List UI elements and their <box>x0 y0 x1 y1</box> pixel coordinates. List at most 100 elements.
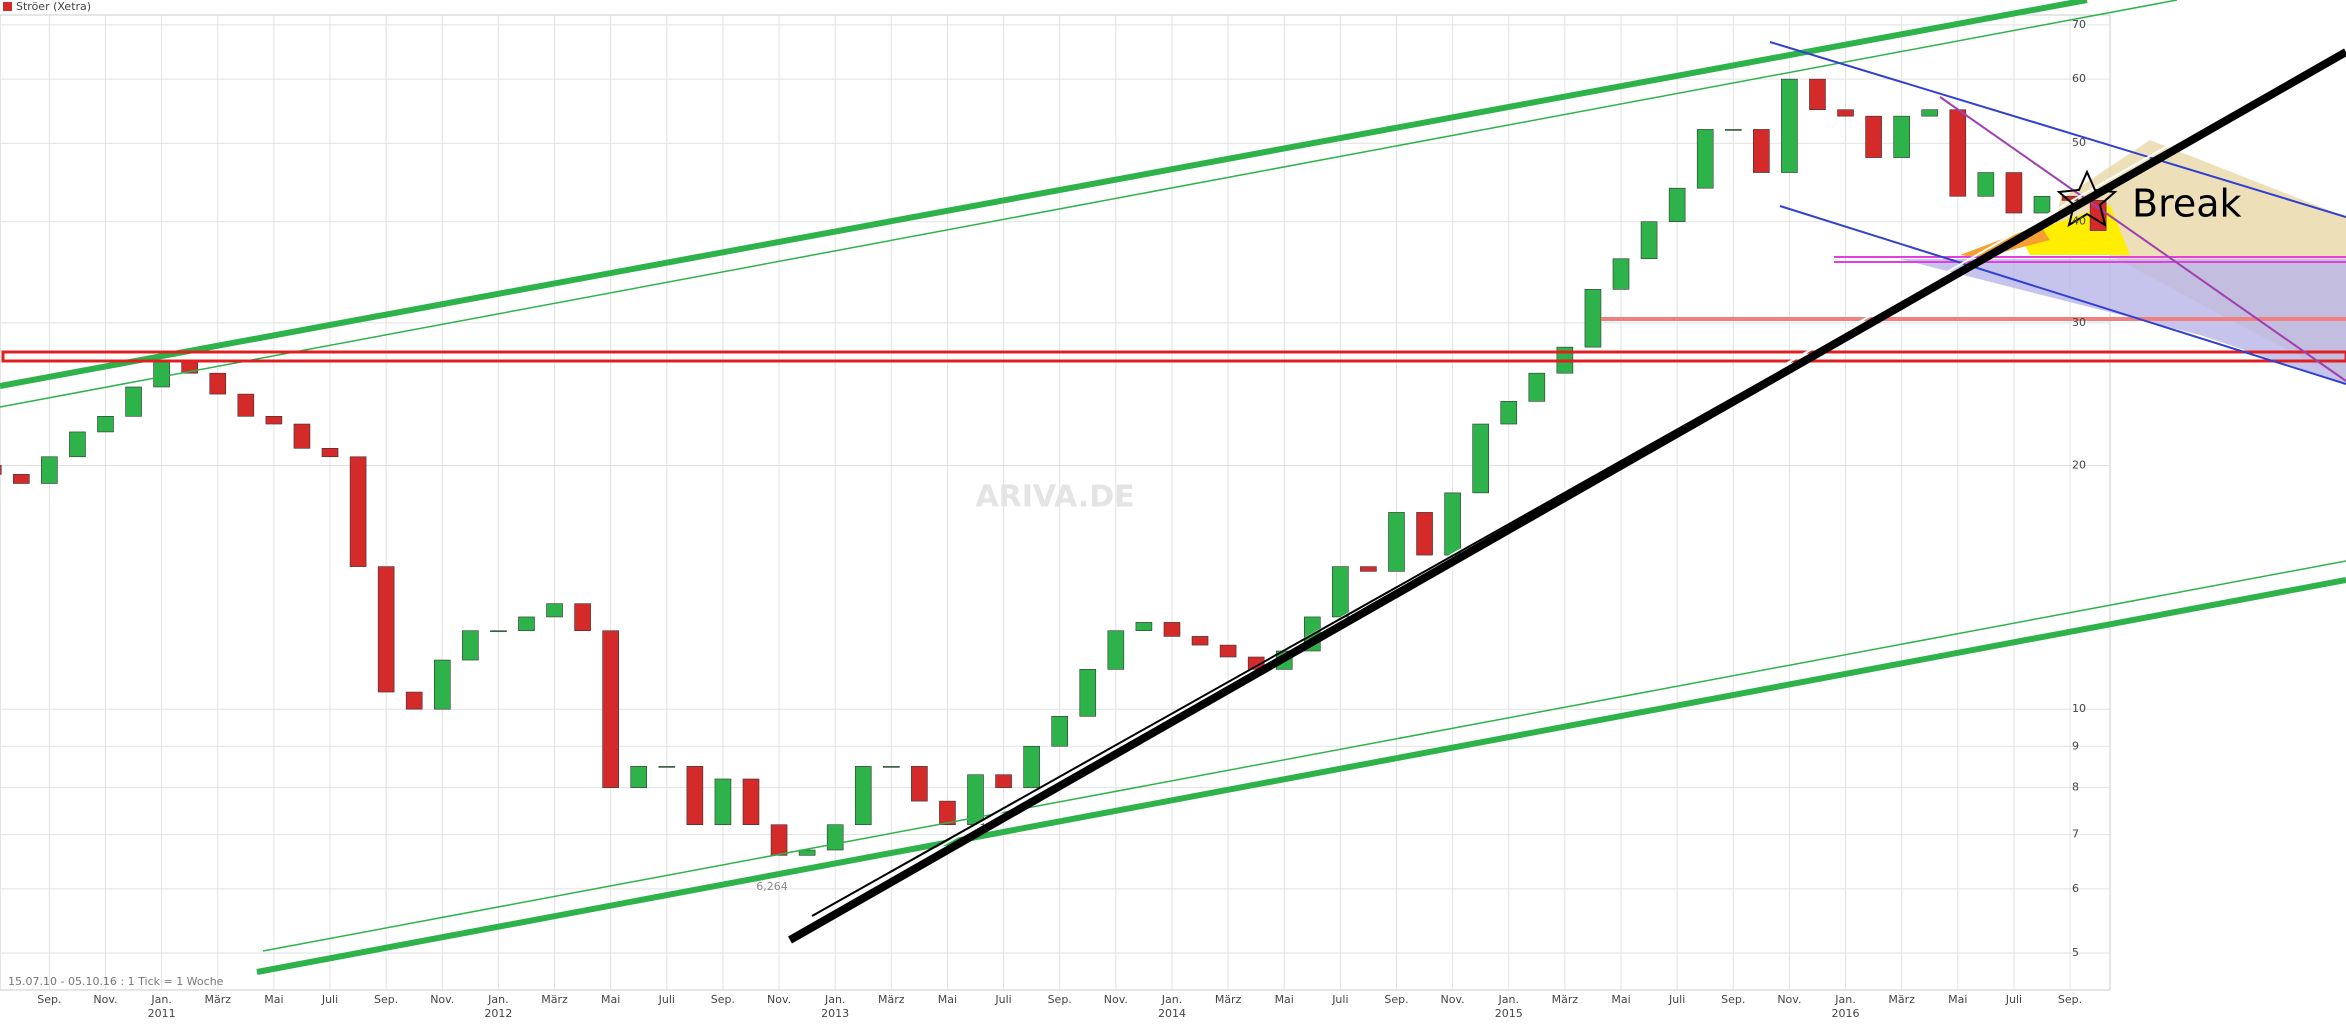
candle <box>798 849 816 856</box>
trendline <box>256 577 2346 975</box>
channel-line <box>1769 41 2346 218</box>
candle <box>1837 109 1854 117</box>
candle <box>1163 622 1181 637</box>
trendline <box>786 45 2344 935</box>
candle <box>826 824 844 851</box>
legend-swatch <box>3 2 12 11</box>
y-tick-label: 60 <box>2072 72 2086 85</box>
candle <box>1219 644 1237 658</box>
trendline <box>1939 96 2346 382</box>
candle <box>2005 172 2023 214</box>
x-tick-label: Jan. <box>487 993 508 1006</box>
candle <box>1809 78 1826 111</box>
candle <box>630 766 648 788</box>
year-label: 2014 <box>1158 1007 1186 1020</box>
chart-title: Ströer (Xetra) <box>16 0 91 13</box>
candle <box>1332 566 1349 618</box>
candle <box>1444 492 1461 556</box>
candle <box>0 465 2 475</box>
y-tick-label: 9 <box>2072 739 2079 752</box>
candle <box>1528 372 1546 402</box>
candle <box>69 431 86 458</box>
x-tick-label: Juli <box>2005 993 2022 1006</box>
candle <box>1977 172 1995 197</box>
candle <box>1753 129 1770 173</box>
candle <box>770 824 788 856</box>
candle <box>1640 221 1658 260</box>
candle <box>237 393 255 417</box>
x-tick-label: Sep. <box>1384 993 1408 1006</box>
x-tick-label: Juli <box>1331 993 1348 1006</box>
x-tick-label: Sep. <box>711 993 735 1006</box>
candle <box>1023 745 1040 788</box>
year-label: 2015 <box>1495 1007 1523 1020</box>
candle <box>153 359 170 388</box>
candle <box>1949 109 1967 197</box>
footnote: 15.07.10 - 05.10.16 : 1 Tick = 1 Woche <box>8 975 224 988</box>
candle <box>1584 289 1602 348</box>
x-tick-label: März <box>878 993 905 1006</box>
candle <box>377 566 395 693</box>
candle <box>41 456 58 484</box>
candle <box>433 659 451 710</box>
resistance-band <box>1 350 2346 363</box>
x-tick-label: Mai <box>1275 993 1294 1006</box>
candle <box>1472 423 1489 494</box>
candle <box>1135 622 1153 632</box>
trendline <box>0 0 2088 389</box>
x-tick-label: Sep. <box>1048 993 1072 1006</box>
candles <box>0 78 2107 856</box>
candle <box>1191 636 1209 646</box>
candle <box>546 603 563 618</box>
candle <box>265 416 283 425</box>
x-tick-label: Jan. <box>1161 993 1182 1006</box>
candle <box>1724 129 1742 131</box>
candle <box>209 372 227 395</box>
x-tick-label: Nov. <box>1441 993 1465 1006</box>
candle <box>883 766 900 768</box>
x-tick-label: Sep. <box>37 993 61 1006</box>
candle <box>349 456 367 567</box>
candle <box>1893 115 1910 158</box>
candle <box>1921 109 1939 117</box>
candle <box>97 416 114 433</box>
star <box>2056 169 2118 228</box>
candle <box>995 774 1012 788</box>
x-tick-label: März <box>541 993 568 1006</box>
candle <box>1051 716 1069 747</box>
x-tick-label: Nov. <box>767 993 791 1006</box>
x-tick-label: Mai <box>601 993 620 1006</box>
candle <box>1865 115 1882 158</box>
year-label: 2012 <box>484 1007 512 1020</box>
candle <box>1388 512 1405 572</box>
channel-line <box>1779 205 2346 385</box>
candle <box>1079 669 1097 717</box>
candle <box>686 766 704 826</box>
candle <box>714 778 732 826</box>
x-tick-label: März <box>204 993 231 1006</box>
y-tick-label: 50 <box>2072 136 2086 149</box>
year-label: 2013 <box>821 1007 849 1020</box>
candle <box>518 616 535 632</box>
candle <box>1416 512 1433 556</box>
candle <box>1612 258 1630 290</box>
x-tick-label: Mai <box>1611 993 1630 1006</box>
x-tick-label: Juli <box>994 993 1011 1006</box>
x-tick-label: Juli <box>658 993 675 1006</box>
candle <box>658 766 676 768</box>
x-tick-label: Sep. <box>1721 993 1745 1006</box>
candle <box>125 386 142 417</box>
candle <box>742 778 760 826</box>
trendline <box>811 59 2335 917</box>
y-tick-label: 10 <box>2072 702 2086 715</box>
candle <box>2033 195 2051 214</box>
candle <box>2089 200 2107 231</box>
candle <box>405 691 423 710</box>
y-tick-label: 7 <box>2072 828 2079 841</box>
x-tick-label: Nov. <box>1104 993 1128 1006</box>
candle <box>911 766 928 802</box>
annotation: 6,264 <box>756 880 788 893</box>
area <box>1900 259 2346 384</box>
candle <box>854 766 872 826</box>
